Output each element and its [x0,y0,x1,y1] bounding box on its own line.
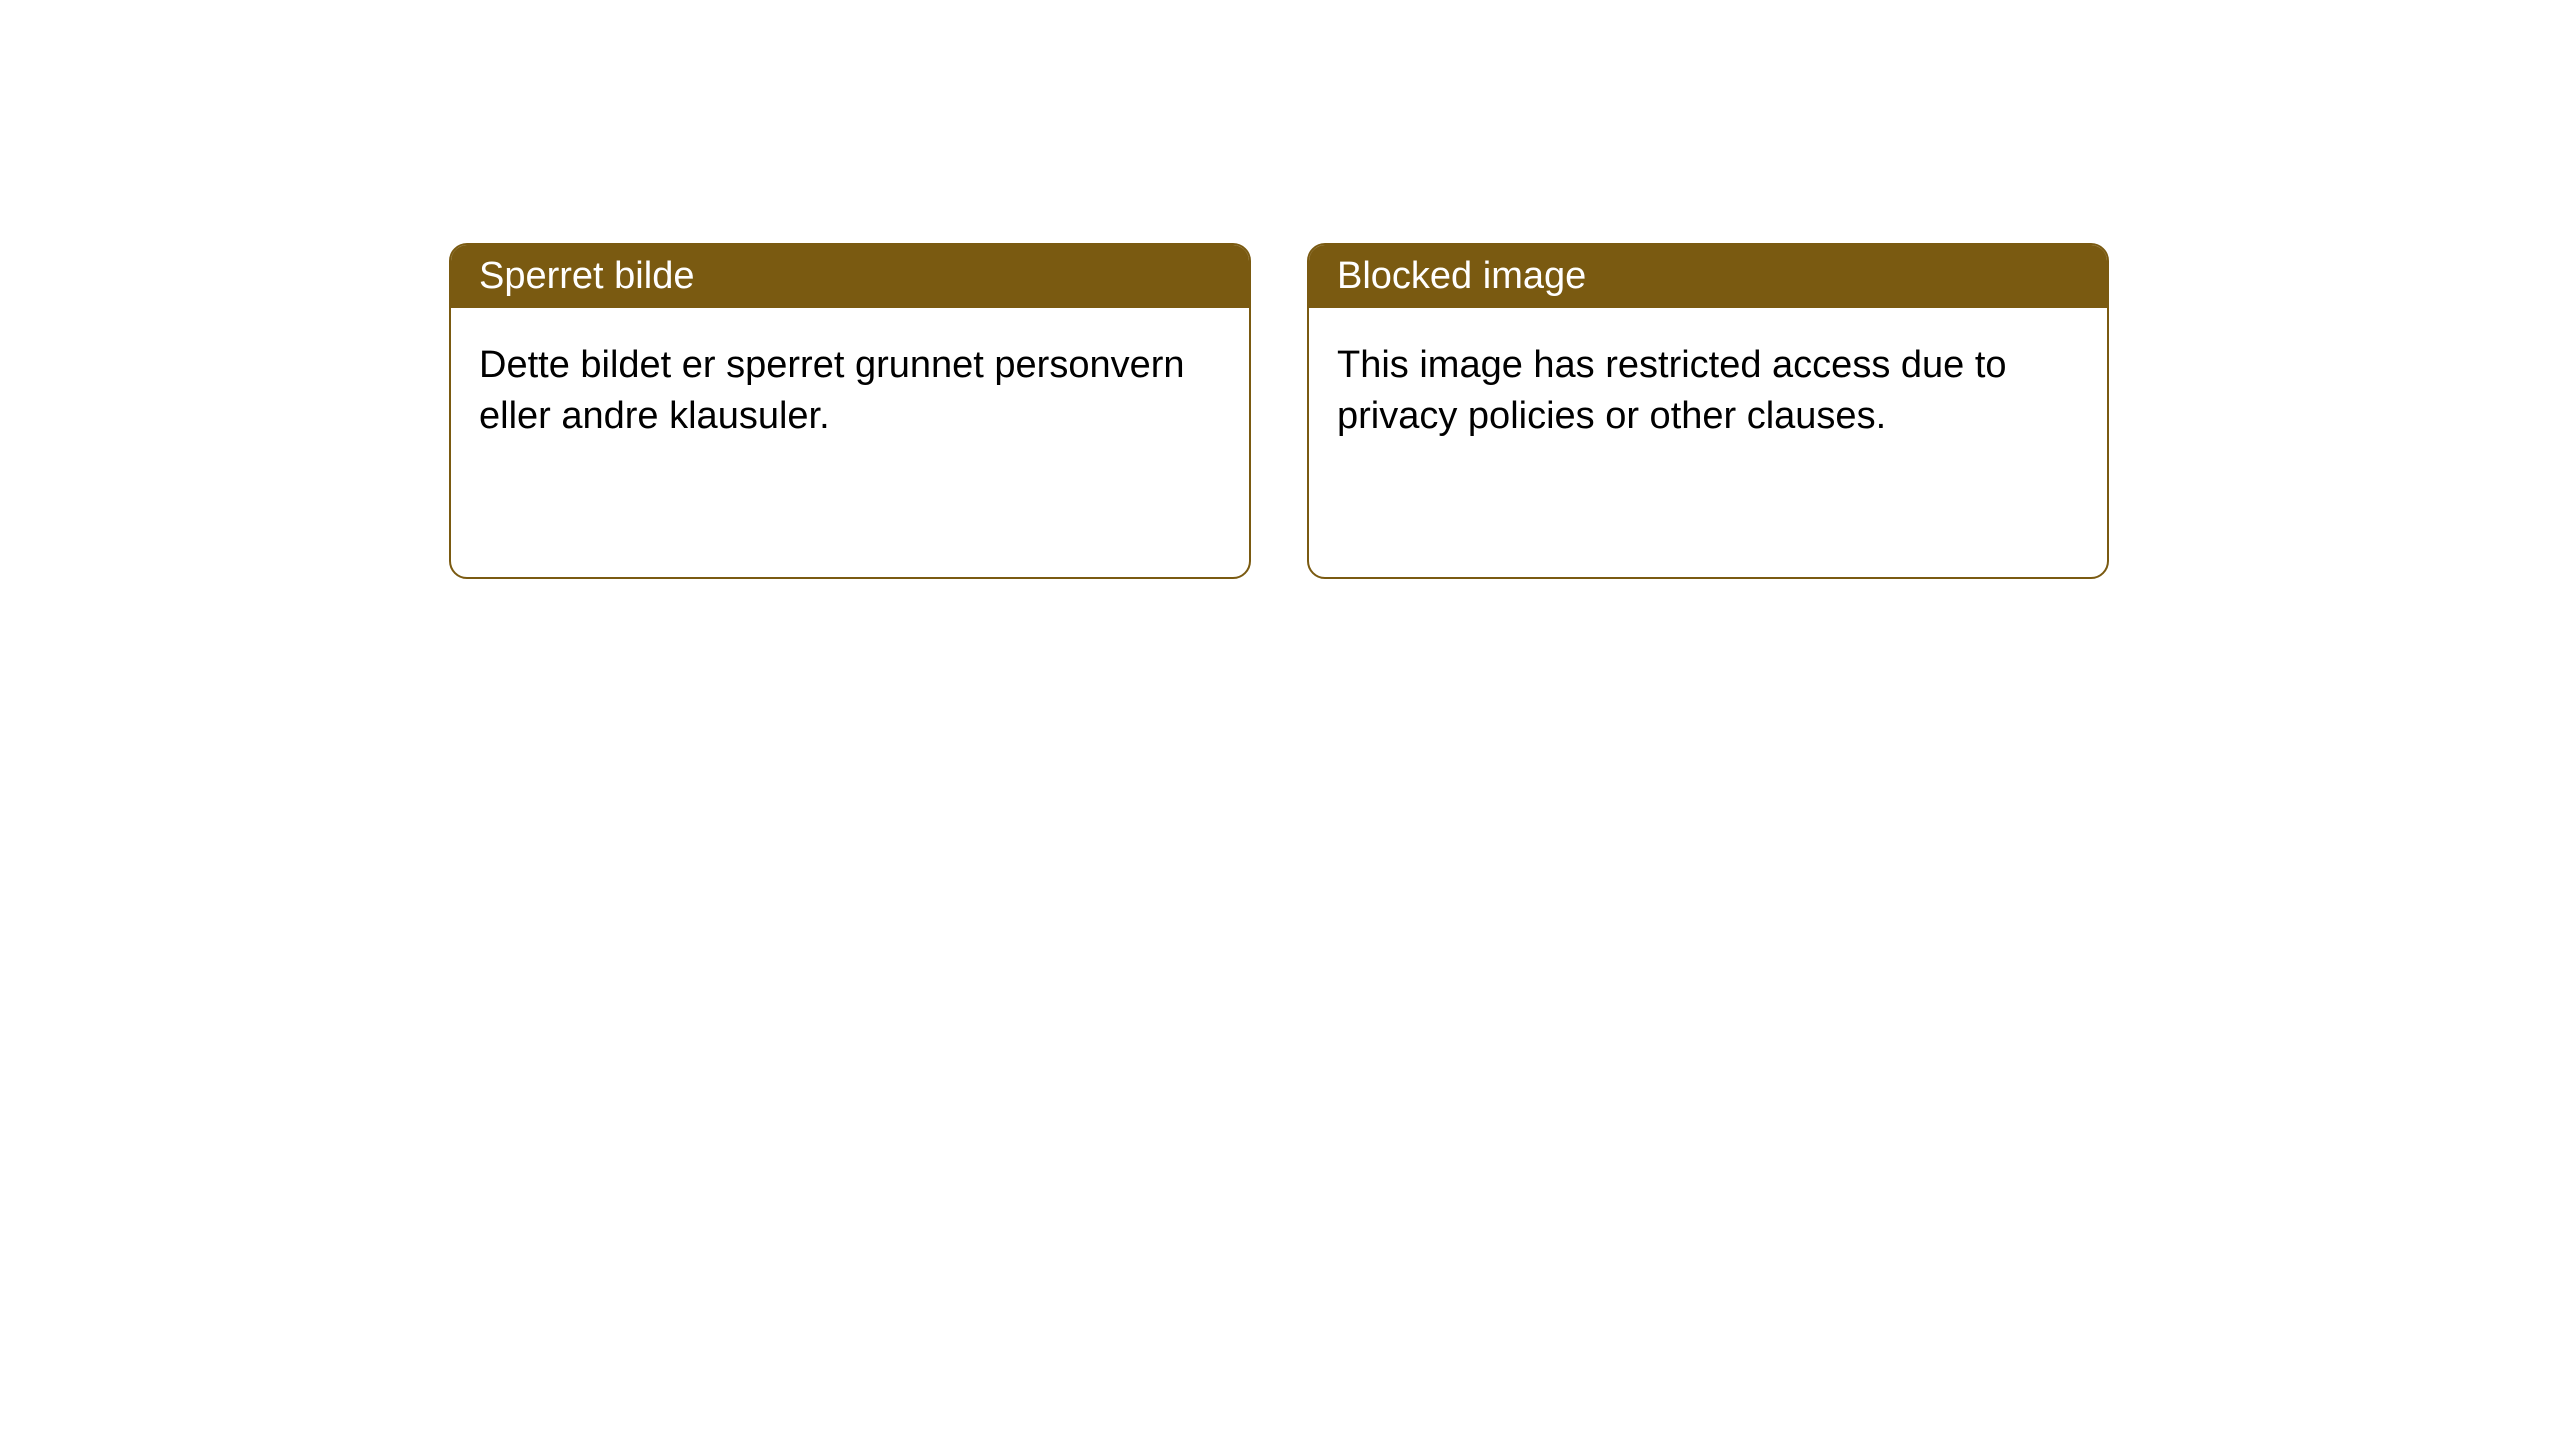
notice-card-title: Sperret bilde [451,245,1249,308]
notice-cards-container: Sperret bilde Dette bildet er sperret gr… [0,0,2560,579]
notice-card-body: This image has restricted access due to … [1309,308,2107,475]
notice-card-english: Blocked image This image has restricted … [1307,243,2109,579]
notice-card-title: Blocked image [1309,245,2107,308]
notice-card-body: Dette bildet er sperret grunnet personve… [451,308,1249,475]
notice-card-norwegian: Sperret bilde Dette bildet er sperret gr… [449,243,1251,579]
